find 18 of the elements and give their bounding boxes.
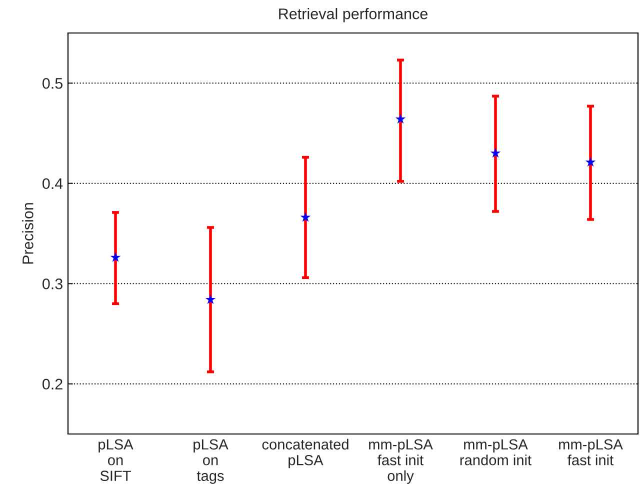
x-tick-label: pLSA on tags bbox=[194, 439, 228, 484]
point bbox=[490, 148, 501, 158]
x-tick-label: concatenated pLSA bbox=[262, 438, 348, 468]
point bbox=[585, 156, 596, 167]
point bbox=[205, 294, 216, 304]
y-axis-title: Precision bbox=[22, 203, 34, 264]
x-tick-label: mm-pLSA random init bbox=[460, 439, 532, 466]
y-tick-label: 0.5 bbox=[42, 78, 62, 89]
y-tick-label: 0.4 bbox=[42, 178, 63, 190]
x-tick-label: pLSA on SIFT bbox=[98, 439, 134, 481]
point bbox=[395, 114, 406, 124]
point bbox=[110, 252, 121, 262]
point bbox=[300, 212, 311, 222]
y-tick-label: 0.2 bbox=[42, 378, 62, 390]
chart-title: Retrieval performance bbox=[279, 8, 428, 22]
y-tick-label: 0.3 bbox=[42, 278, 62, 290]
x-tick-label: mm-pLSA fast init bbox=[559, 439, 623, 466]
x-tick-label: mm-pLSA fast init only bbox=[369, 439, 433, 484]
